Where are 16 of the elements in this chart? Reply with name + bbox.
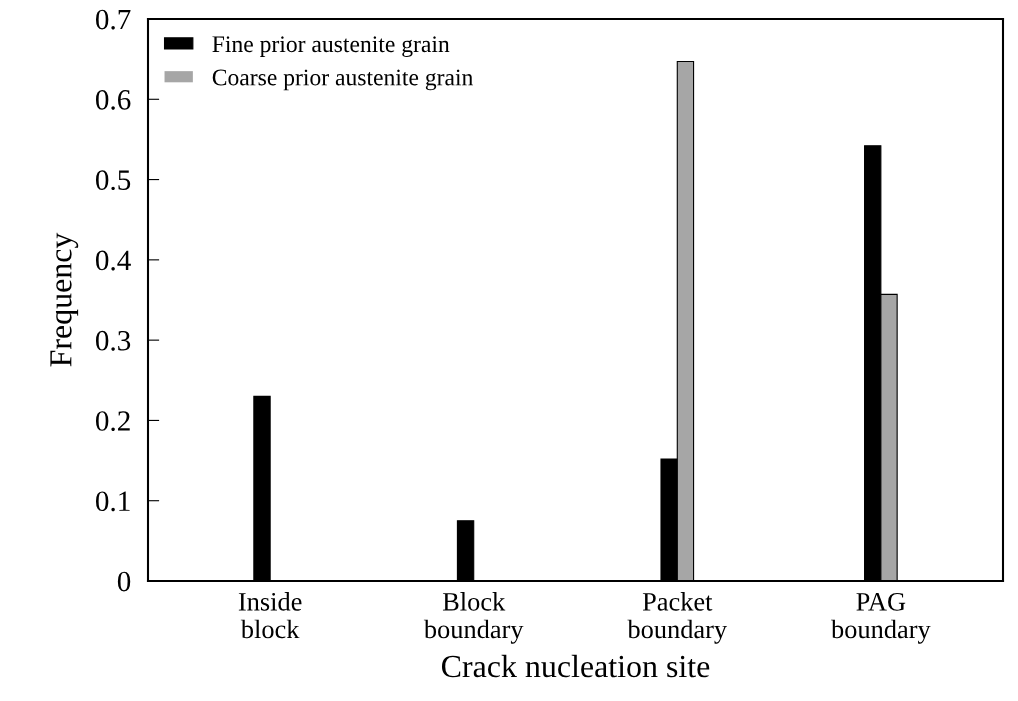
- x-tick-label: PAG boundary: [831, 592, 931, 644]
- y-tick-label: 0.3: [95, 330, 131, 351]
- y-tick-label: 0.2: [95, 411, 130, 431]
- legend-label: Coarse prior austenite grain: [212, 69, 473, 91]
- x-axis-title: Crack nucleation site: [441, 654, 710, 678]
- legend-label: Fine prior austenite grain: [212, 36, 450, 58]
- y-tick-label: 0.4: [95, 250, 131, 271]
- y-tick-label: 0.7: [95, 9, 131, 30]
- y-tick-label: 0.6: [95, 90, 131, 110]
- x-tick-label: Inside block: [238, 592, 302, 639]
- y-tick-label: 0.5: [95, 170, 131, 191]
- x-tick-label: Block boundary: [423, 592, 524, 644]
- y-tick-label: 0.1: [95, 491, 130, 512]
- x-tick-label: Packet boundary: [627, 592, 728, 644]
- y-axis-title: Frequency: [50, 232, 79, 367]
- y-tick-label: 0: [117, 571, 131, 592]
